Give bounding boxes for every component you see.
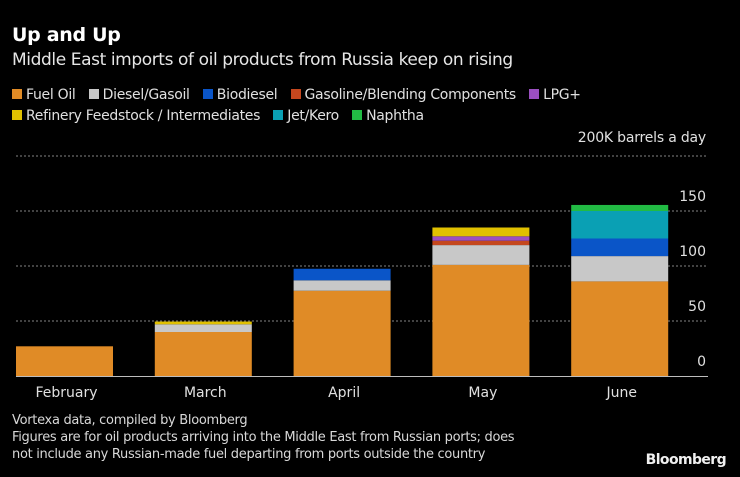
- x-axis-ticks: February March April May June: [35, 385, 636, 401]
- bar-stack-february: [16, 346, 113, 376]
- bar-stack-march: [154, 321, 252, 376]
- bar-segment-lpg-: [432, 236, 530, 241]
- x-tick-label: May: [468, 385, 497, 401]
- legend-item-lpg: LPG+: [529, 87, 581, 103]
- y-axis-ticks: 0 50 100 150: [679, 189, 706, 370]
- bar-stack-april: [293, 268, 391, 376]
- legend-swatch: [273, 110, 284, 120]
- legend-label: Jet/Kero: [287, 108, 339, 124]
- bar-segment-biodiesel: [293, 268, 391, 281]
- legend-row-2: Refinery Feedstock / Intermediates Jet/K…: [12, 108, 712, 129]
- bar-segment-jet-kero: [571, 211, 669, 239]
- y-tick-label: 100: [679, 244, 706, 260]
- bloomberg-logo: Bloomberg: [645, 452, 727, 468]
- bar-stack-june: [571, 204, 669, 376]
- bar-segment-gasoline-blending-components: [432, 240, 530, 246]
- bar-segment-refinery-feedstock-intermediates: [432, 227, 530, 237]
- y-tick-label: 50: [688, 299, 706, 315]
- legend-swatch: [529, 89, 540, 99]
- bars: [16, 204, 669, 376]
- bar-segment-diesel-gasoil: [432, 245, 530, 265]
- legend-item-fuel-oil: Fuel Oil: [12, 87, 76, 103]
- legend-item-diesel-gasoil: Diesel/Gasoil: [88, 87, 190, 103]
- footer-notes: Vortexa data, compiled by Bloomberg Figu…: [12, 412, 515, 463]
- legend-label: Refinery Feedstock / Intermediates: [26, 108, 261, 124]
- x-tick-label: March: [184, 385, 227, 401]
- bar-segment-diesel-gasoil: [571, 256, 669, 282]
- legend-swatch: [202, 89, 213, 99]
- legend-item-refinery-feedstock: Refinery Feedstock / Intermediates: [12, 108, 260, 124]
- unit-label: 200K barrels a day: [577, 130, 706, 146]
- legend-swatch: [12, 89, 22, 99]
- bar-segment-fuel-oil: [432, 264, 530, 376]
- legend: Fuel Oil Diesel/Gasoil Biodiesel Gasolin…: [12, 87, 712, 129]
- legend-row-1: Fuel Oil Diesel/Gasoil Biodiesel Gasolin…: [12, 87, 712, 108]
- legend-item-gasoline: Gasoline/Blending Components: [290, 87, 517, 103]
- legend-label: Gasoline/Blending Components: [304, 87, 517, 103]
- x-tick-label: June: [605, 385, 637, 401]
- legend-swatch: [352, 110, 363, 120]
- y-tick-label: 0: [697, 354, 706, 370]
- bar-segment-naphtha: [571, 204, 669, 211]
- bar-segment-fuel-oil: [293, 290, 391, 376]
- legend-swatch: [12, 110, 22, 120]
- legend-item-biodiesel: Biodiesel: [202, 87, 278, 103]
- bar-segment-fuel-oil: [16, 346, 113, 376]
- legend-label: LPG+: [543, 87, 581, 103]
- x-tick-label: February: [35, 385, 97, 401]
- legend-label: Naphtha: [366, 108, 424, 124]
- footnote-line-1: Figures are for oil products arriving in…: [12, 430, 515, 445]
- x-tick-label: April: [328, 385, 360, 401]
- bar-segment-refinery-feedstock-intermediates: [154, 321, 252, 325]
- bar-segment-fuel-oil: [154, 332, 252, 376]
- legend-swatch: [88, 89, 99, 99]
- chart-title: Up and Up: [12, 24, 121, 46]
- source-note: Vortexa data, compiled by Bloomberg: [12, 413, 248, 428]
- bar-segment-diesel-gasoil: [154, 324, 252, 332]
- bar-segment-fuel-oil: [571, 281, 669, 376]
- bar-stack-may: [432, 227, 530, 376]
- chart-subtitle: Middle East imports of oil products from…: [12, 50, 513, 70]
- legend-label: Diesel/Gasoil: [102, 87, 190, 103]
- legend-item-jet-kero: Jet/Kero: [273, 108, 339, 124]
- y-tick-label: 150: [679, 189, 706, 205]
- legend-item-naphtha: Naphtha: [352, 108, 424, 124]
- bar-segment-biodiesel: [571, 238, 669, 257]
- bar-segment-diesel-gasoil: [293, 280, 391, 291]
- legend-label: Biodiesel: [216, 87, 278, 103]
- legend-label: Fuel Oil: [26, 87, 76, 103]
- footnote-line-2: not include any Russian-made fuel depart…: [12, 447, 486, 462]
- legend-swatch: [290, 89, 301, 99]
